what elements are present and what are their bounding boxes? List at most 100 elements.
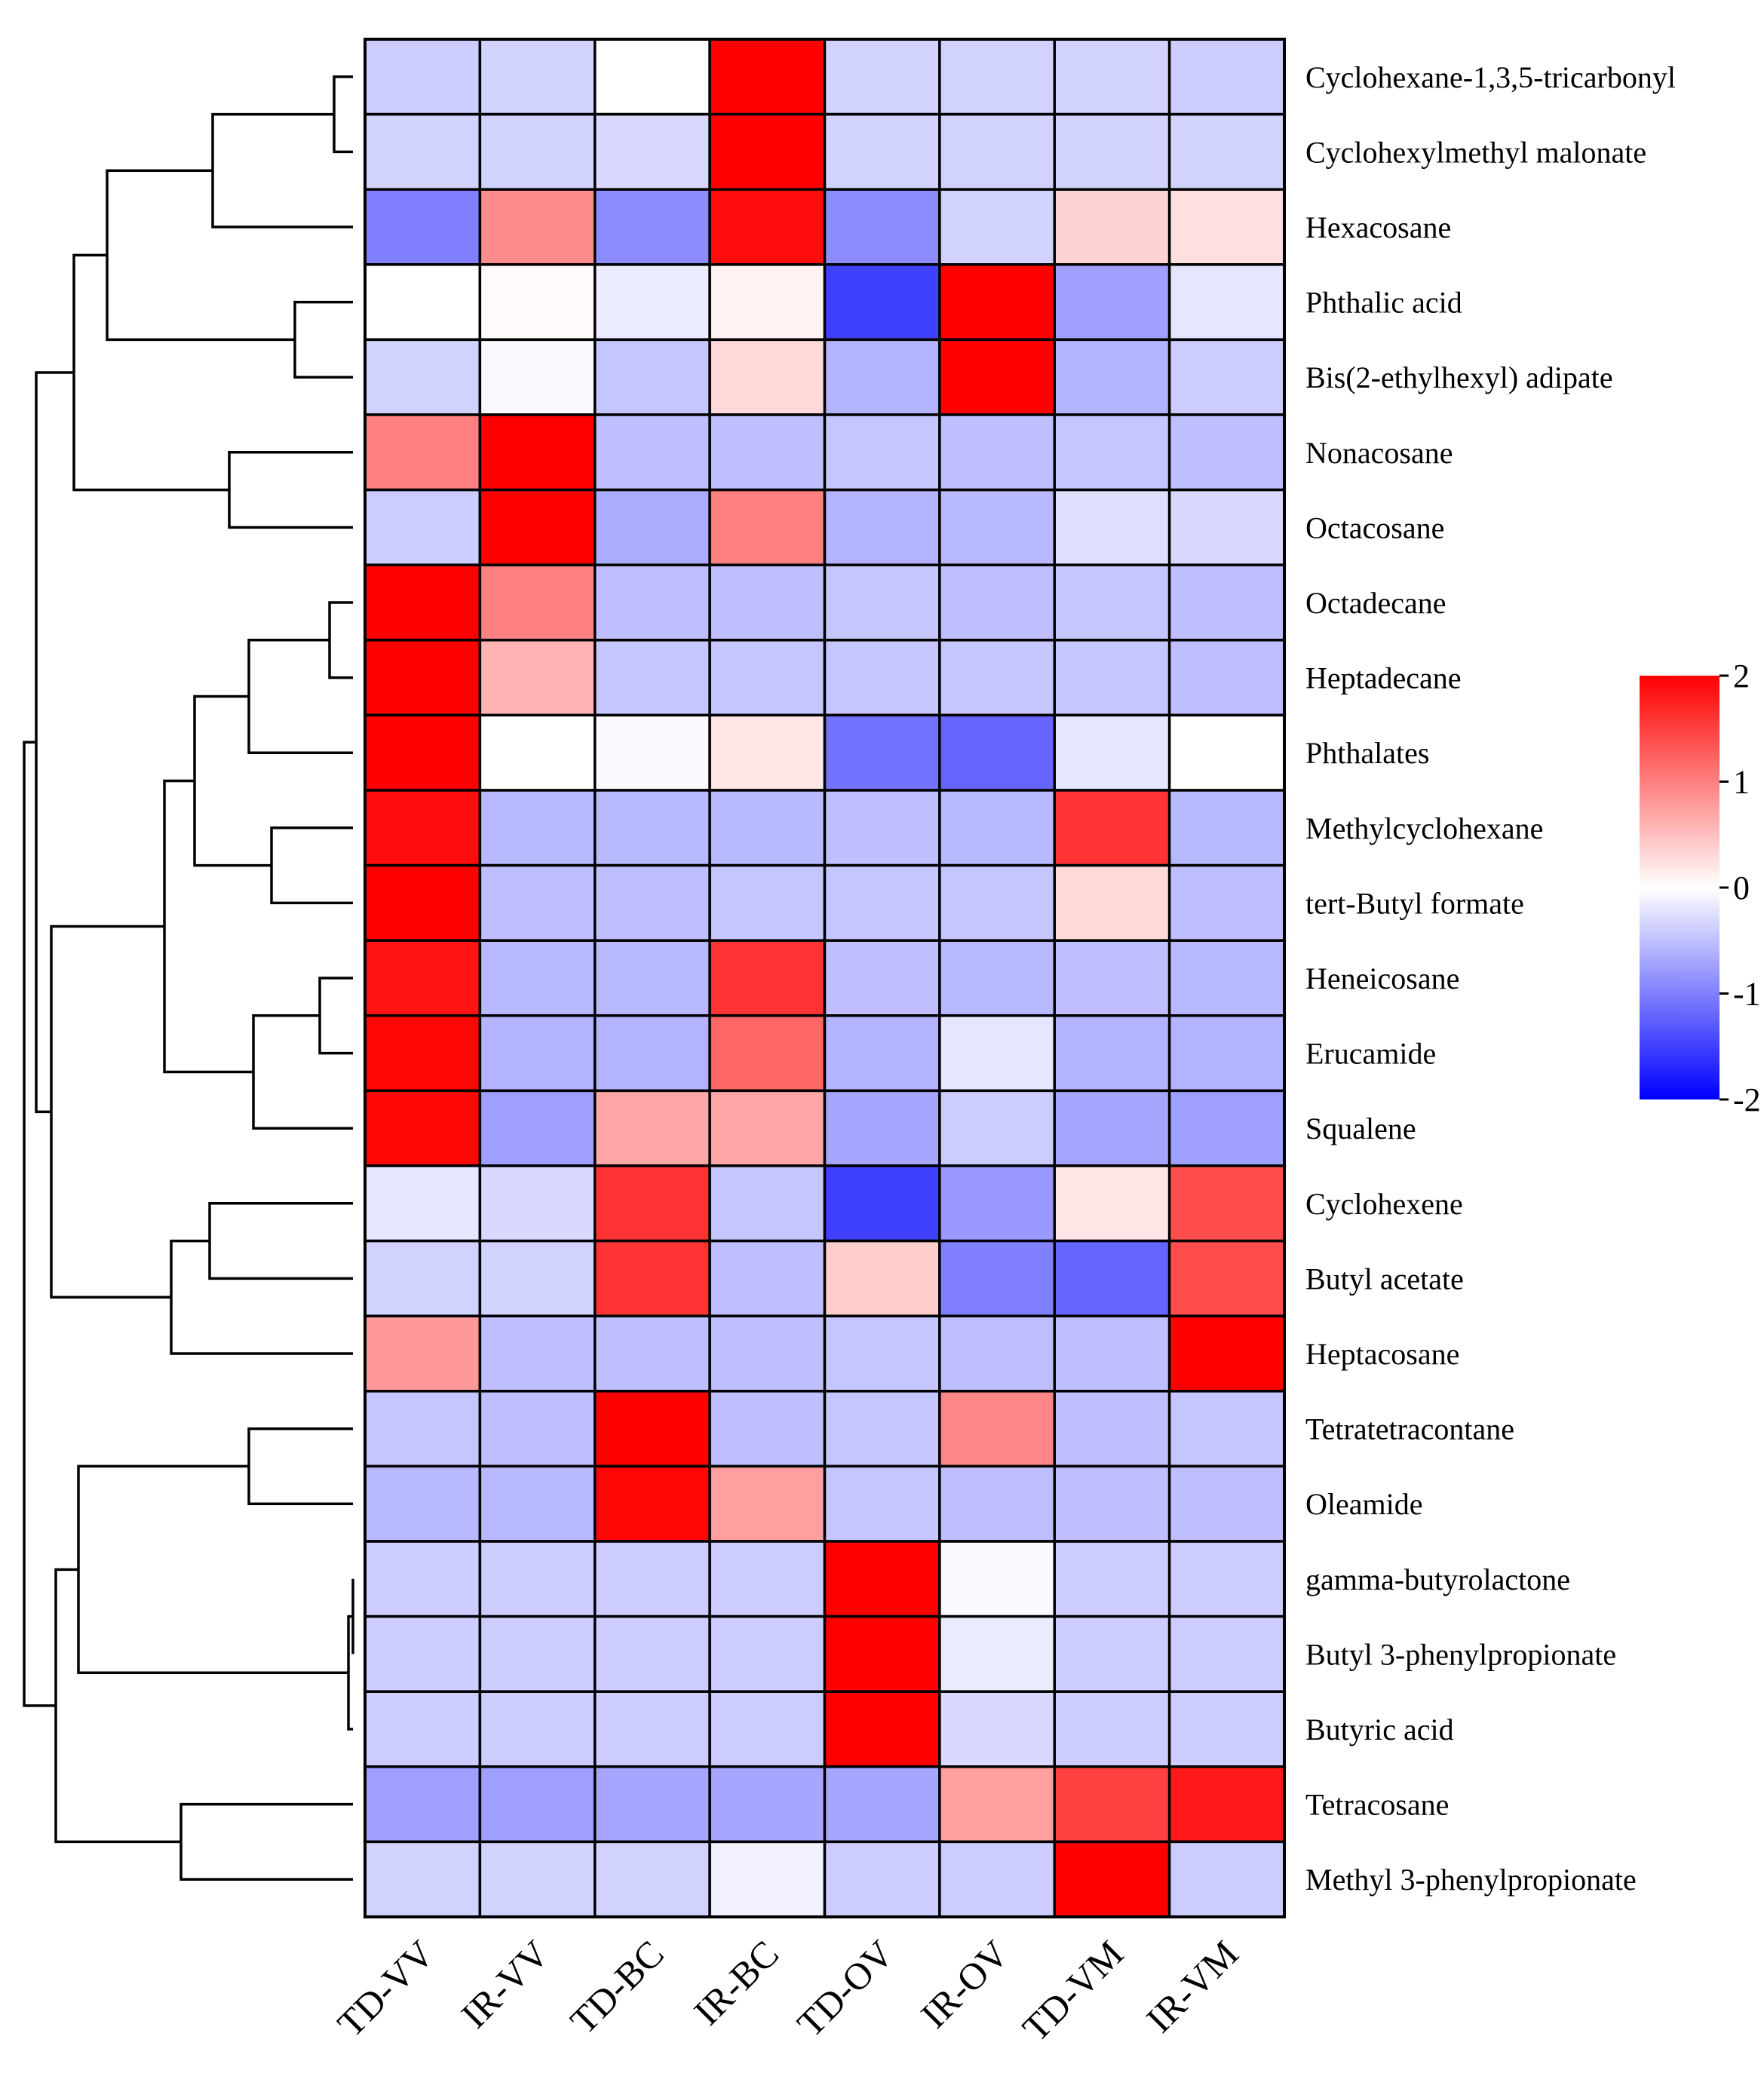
cell-cyclohexene-ir-bc [708, 1164, 827, 1243]
cell-erucamide-ir-vm [1167, 1014, 1286, 1093]
cell-octadecane-ir-vm [1167, 563, 1286, 642]
column-label: IR-BC [686, 1932, 787, 2033]
dendrogram-branch [106, 169, 295, 342]
cell-methylcyclohexane-ir-bc [708, 789, 827, 867]
cell-cyclohexylmethyl-malonate-td-ov [823, 112, 941, 191]
cell-butyl-3-phenylpropionate-td-ov [823, 1615, 941, 1693]
cell-bis-2-ethylhexyl-adipate-td-ov [823, 338, 941, 416]
heatmap-cells [364, 38, 1286, 1918]
cell-heneicosane-ir-ov [938, 939, 1056, 1017]
cell-tetracosane-td-bc [594, 1765, 711, 1844]
cell-phthalates-ir-bc [708, 713, 827, 792]
cell-tetratetracontane-td-bc [594, 1390, 711, 1468]
cell-methylcyclohexane-ir-vv [478, 789, 597, 867]
cell-oleamide-ir-ov [938, 1464, 1056, 1543]
dendrogram-branch [270, 826, 353, 905]
dendrogram-branch [208, 1202, 353, 1280]
cell-octacosane-td-ov [823, 488, 941, 566]
cell-heneicosane-td-bc [594, 939, 711, 1017]
cell-cyclohexene-td-vm [1053, 1164, 1171, 1243]
dendrogram-branch [179, 1802, 353, 1881]
cell-heptacosane-ir-vv [478, 1314, 597, 1393]
dendrogram-branch [72, 253, 229, 492]
cell-heptacosane-td-ov [823, 1314, 941, 1393]
cell-butyric-acid-ir-vv [478, 1690, 597, 1768]
cell-octacosane-ir-bc [708, 488, 827, 566]
cell-heneicosane-ir-vm [1167, 939, 1286, 1017]
row-label: Nonacosane [1305, 436, 1453, 470]
row-label: Oleamide [1305, 1487, 1423, 1521]
cell-methylcyclohexane-ir-vm [1167, 789, 1286, 867]
cell-tert-butyl-formate-td-vv [364, 863, 482, 942]
cell-butyl-acetate-ir-vm [1167, 1239, 1286, 1317]
cell-tert-butyl-formate-ir-bc [708, 863, 827, 942]
row-label: Heptadecane [1305, 661, 1462, 695]
cell-butyric-acid-ir-vm [1167, 1690, 1286, 1768]
row-label: Butyric acid [1305, 1713, 1454, 1746]
cell-tert-butyl-formate-td-ov [823, 863, 941, 942]
cell-methyl-3-phenylpropionate-ir-vv [478, 1840, 597, 1918]
cell-gamma-butyrolactone-td-bc [594, 1540, 711, 1618]
row-label: Cyclohexane-1,3,5-tricarbonyl [1305, 60, 1676, 94]
cell-methyl-3-phenylpropionate-ir-bc [708, 1840, 827, 1918]
cell-oleamide-ir-vv [478, 1464, 597, 1543]
row-label: Methylcyclohexane [1305, 811, 1543, 845]
column-label: IR-OV [913, 1932, 1017, 2036]
cell-heptadecane-ir-vv [478, 639, 597, 717]
cell-butyl-acetate-td-ov [823, 1239, 941, 1317]
cell-erucamide-td-vv [364, 1014, 482, 1093]
cell-hexacosane-ir-ov [938, 188, 1056, 266]
cell-methylcyclohexane-td-ov [823, 789, 941, 867]
cell-butyl-acetate-td-vm [1053, 1239, 1171, 1317]
colorbar-tick-label: -1 [1733, 976, 1761, 1013]
cell-nonacosane-td-vm [1053, 413, 1171, 492]
cell-squalene-ir-vv [478, 1089, 597, 1167]
cell-tert-butyl-formate-ir-ov [938, 863, 1056, 942]
cell-bis-2-ethylhexyl-adipate-ir-vm [1167, 338, 1286, 416]
cell-tetracosane-td-vm [1053, 1765, 1171, 1844]
cell-butyl-acetate-ir-vv [478, 1239, 597, 1317]
heatmap-frame [364, 38, 1286, 1918]
cell-heptadecane-td-bc [594, 639, 711, 717]
cell-tert-butyl-formate-ir-vm [1167, 863, 1286, 942]
cell-octacosane-td-vv [364, 488, 482, 566]
cell-cyclohexylmethyl-malonate-ir-vm [1167, 112, 1286, 191]
cell-phthalates-td-vm [1053, 713, 1171, 792]
cell-oleamide-ir-bc [708, 1464, 827, 1543]
cell-oleamide-td-vv [364, 1464, 482, 1543]
cell-erucamide-td-vm [1053, 1014, 1171, 1093]
row-labels: Cyclohexane-1,3,5-tricarbonyl Cyclohexylm… [1305, 60, 1676, 1897]
row-label: Methyl 3-phenylpropionate [1305, 1863, 1637, 1897]
cell-methyl-3-phenylpropionate-ir-vm [1167, 1840, 1286, 1918]
colorbar-gradient [1640, 676, 1720, 1099]
cell-heptadecane-td-vv [364, 639, 482, 717]
cell-butyl-3-phenylpropionate-ir-bc [708, 1615, 827, 1693]
cell-tetracosane-ir-bc [708, 1765, 827, 1844]
cell-squalene-td-vm [1053, 1089, 1171, 1167]
cell-phthalic-acid-td-bc [594, 263, 711, 342]
cell-heptadecane-td-ov [823, 639, 941, 717]
cell-hexacosane-ir-bc [708, 188, 827, 266]
cell-bis-2-ethylhexyl-adipate-td-vv [364, 338, 482, 416]
cell-erucamide-ir-bc [708, 1014, 827, 1093]
cell-octacosane-ir-ov [938, 488, 1056, 566]
column-label: TD-VV [329, 1932, 442, 2045]
cell-butyric-acid-ir-bc [708, 1690, 827, 1768]
cell-octadecane-td-vv [364, 563, 482, 642]
column-label: TD-OV [789, 1932, 902, 2045]
cell-bis-2-ethylhexyl-adipate-ir-bc [708, 338, 827, 416]
cell-gamma-butyrolactone-td-ov [823, 1540, 941, 1618]
dendrogram-branch [333, 75, 353, 154]
cell-phthalic-acid-ir-vv [478, 263, 597, 342]
cell-cyclohexene-ir-ov [938, 1164, 1056, 1243]
cell-bis-2-ethylhexyl-adipate-td-bc [594, 338, 711, 416]
cell-butyl-3-phenylpropionate-ir-vv [478, 1615, 597, 1693]
cell-hexacosane-td-vm [1053, 188, 1171, 266]
cell-butyl-acetate-ir-bc [708, 1239, 827, 1317]
cell-cyclohexylmethyl-malonate-td-vm [1053, 112, 1171, 191]
cell-phthalic-acid-ir-vm [1167, 263, 1286, 342]
colorbar-tick-label: 1 [1733, 764, 1750, 801]
cell-tetracosane-ir-vv [478, 1765, 597, 1844]
cell-oleamide-td-ov [823, 1464, 941, 1543]
